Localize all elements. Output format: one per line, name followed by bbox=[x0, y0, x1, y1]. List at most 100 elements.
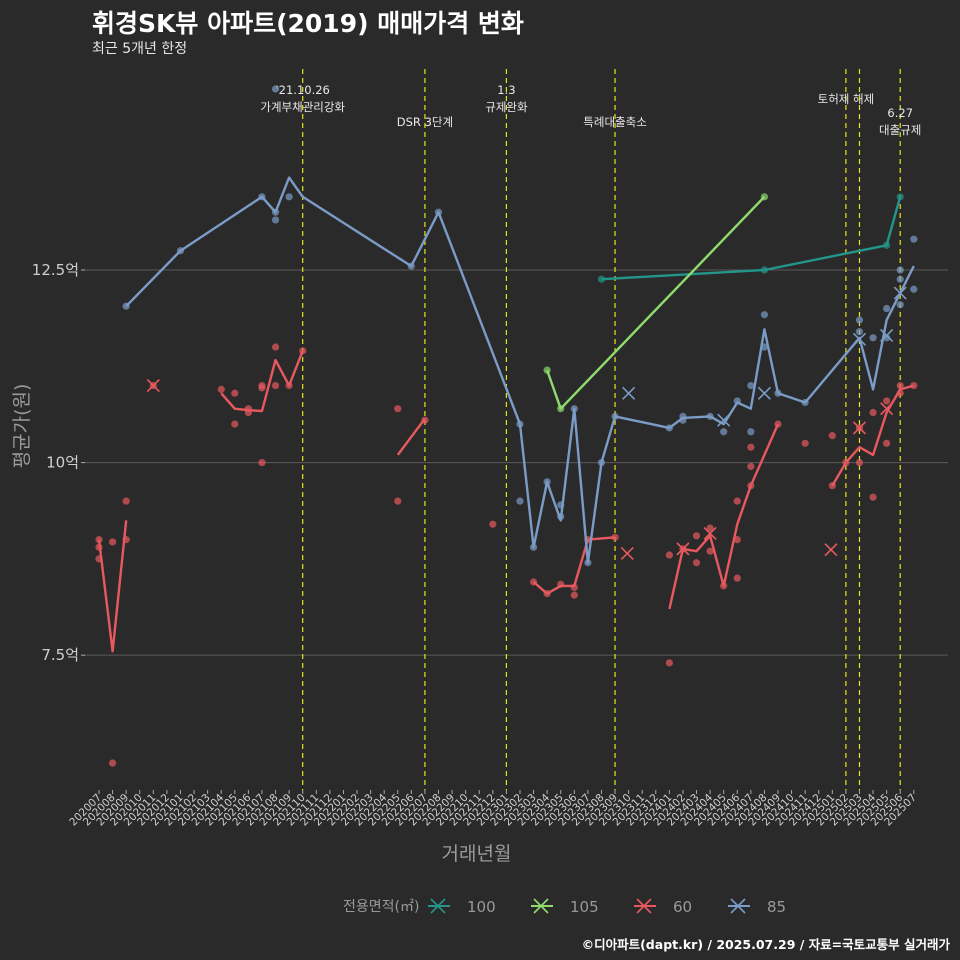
data-point-85 bbox=[176, 247, 185, 255]
cross-marker-60 bbox=[703, 526, 717, 541]
data-point-85 bbox=[271, 216, 280, 224]
x-axis-label: 거래년월 bbox=[442, 843, 512, 865]
data-point-60 bbox=[896, 381, 904, 390]
event-label: '21.10.26 bbox=[276, 83, 330, 97]
event-label: DSR 3단계 bbox=[397, 115, 453, 129]
data-point-60 bbox=[774, 420, 782, 428]
data-point-60 bbox=[95, 536, 103, 544]
data-point-60 bbox=[394, 405, 402, 413]
data-point-85 bbox=[774, 389, 782, 397]
data-point-85 bbox=[122, 302, 130, 310]
data-point-60 bbox=[828, 482, 836, 490]
legend-key-cross-60 bbox=[636, 898, 652, 914]
legend-label-100: 100 bbox=[467, 898, 496, 916]
data-point-85 bbox=[407, 262, 415, 270]
data-point-60 bbox=[883, 397, 891, 405]
data-point-85 bbox=[910, 285, 918, 293]
data-point-60 bbox=[910, 381, 918, 390]
event-label: 규제완화 bbox=[485, 100, 528, 114]
data-point-60 bbox=[883, 439, 891, 447]
data-point-85 bbox=[516, 420, 524, 428]
data-point-105 bbox=[543, 366, 551, 374]
cross-marker-85 bbox=[757, 386, 771, 400]
series-line-60 bbox=[97, 520, 128, 653]
legend-key-cross-85 bbox=[730, 898, 746, 914]
data-point-105 bbox=[760, 193, 769, 201]
data-point-85 bbox=[516, 497, 524, 505]
data-point-85 bbox=[869, 334, 877, 342]
y-axis-label: 평균가(원) bbox=[11, 384, 33, 469]
data-point-60 bbox=[570, 583, 578, 591]
chart-subtitle: 최근 5개년 한정 bbox=[92, 41, 188, 57]
event-label: 대출규제 bbox=[879, 123, 921, 137]
legend-key-cross-105 bbox=[533, 898, 549, 914]
data-point-85 bbox=[706, 412, 714, 420]
cross-marker-85 bbox=[622, 386, 636, 400]
data-point-60 bbox=[570, 591, 578, 599]
data-point-85 bbox=[557, 501, 565, 509]
data-point-85 bbox=[896, 266, 904, 274]
data-point-85 bbox=[896, 275, 904, 283]
data-point-85 bbox=[855, 316, 864, 324]
y-tick-label: 10억 bbox=[46, 454, 79, 472]
legend-label-85: 85 bbox=[767, 898, 786, 916]
data-point-85 bbox=[584, 559, 592, 567]
data-point-60 bbox=[299, 347, 307, 355]
data-point-85 bbox=[896, 301, 904, 309]
legend-key-cross-100 bbox=[430, 898, 446, 914]
plot-area bbox=[85, 62, 948, 790]
data-point-60 bbox=[733, 497, 741, 505]
data-point-60 bbox=[95, 543, 103, 551]
series-line-60 bbox=[396, 417, 426, 456]
data-point-60 bbox=[869, 493, 877, 501]
event-label: 특례대출축소 bbox=[583, 115, 646, 129]
data-point-85 bbox=[611, 412, 619, 420]
data-point-60 bbox=[95, 555, 103, 563]
data-point-60 bbox=[231, 389, 239, 397]
data-point-60 bbox=[258, 384, 266, 392]
data-point-60 bbox=[108, 759, 117, 767]
data-point-60 bbox=[421, 416, 429, 424]
data-point-100 bbox=[883, 241, 891, 249]
data-point-85 bbox=[747, 428, 755, 436]
data-point-60 bbox=[747, 443, 755, 451]
data-point-85 bbox=[258, 193, 266, 201]
data-point-60 bbox=[733, 574, 741, 582]
data-point-85 bbox=[271, 85, 280, 93]
data-point-60 bbox=[489, 520, 497, 528]
data-point-85 bbox=[665, 424, 673, 432]
data-point-85 bbox=[801, 398, 809, 407]
data-point-60 bbox=[557, 580, 565, 588]
data-point-60 bbox=[855, 458, 864, 467]
data-point-60 bbox=[896, 389, 904, 397]
cross-marker-85 bbox=[893, 286, 907, 300]
series-line-85 bbox=[125, 176, 915, 564]
data-point-85 bbox=[529, 543, 538, 551]
cross-marker-85 bbox=[880, 328, 894, 343]
data-point-60 bbox=[801, 439, 809, 447]
data-point-85 bbox=[285, 193, 293, 201]
data-point-60 bbox=[665, 659, 673, 667]
event-label: 1.3 bbox=[497, 83, 515, 97]
cross-marker-60 bbox=[676, 542, 690, 556]
data-point-60 bbox=[706, 524, 714, 532]
data-point-60 bbox=[733, 536, 741, 544]
data-point-85 bbox=[570, 405, 578, 413]
data-point-105 bbox=[557, 405, 565, 413]
data-point-85 bbox=[883, 334, 891, 342]
data-point-85 bbox=[543, 478, 551, 486]
data-point-85 bbox=[883, 304, 891, 313]
data-point-85 bbox=[760, 343, 769, 351]
legend-title: 전용면적(㎡) bbox=[343, 899, 419, 915]
data-point-60 bbox=[828, 432, 836, 440]
data-point-60 bbox=[244, 408, 252, 417]
data-point-85 bbox=[733, 397, 741, 405]
event-label: 토허제 해제 bbox=[818, 92, 875, 106]
data-point-60 bbox=[122, 536, 130, 544]
cross-marker-85 bbox=[717, 413, 731, 427]
legend-label-105: 105 bbox=[570, 898, 599, 916]
data-point-85 bbox=[760, 311, 769, 319]
event-label: 6.27 bbox=[887, 106, 913, 120]
data-point-85 bbox=[679, 416, 687, 424]
data-point-60 bbox=[285, 381, 293, 390]
